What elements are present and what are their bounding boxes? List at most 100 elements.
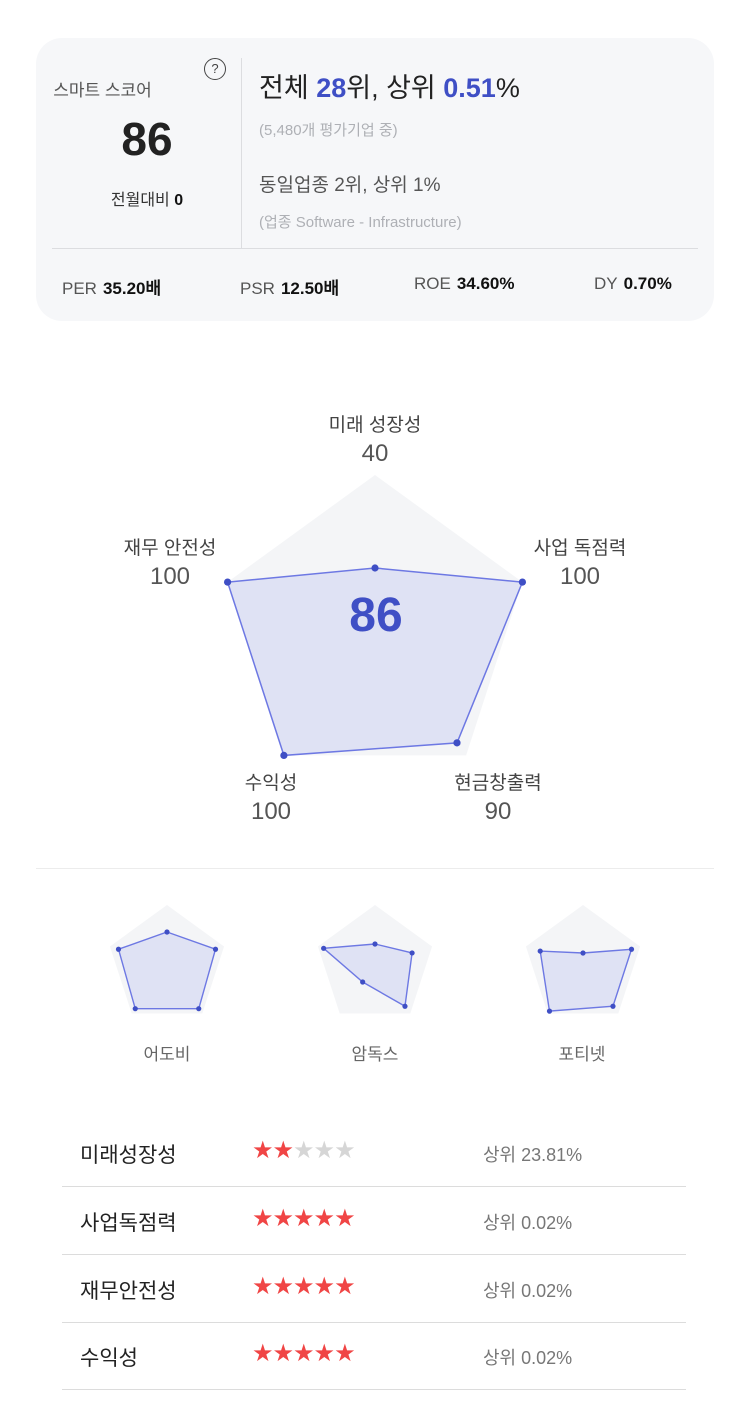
rating-row: 수익성 ★★★★★ 상위 0.02% (62, 1322, 686, 1390)
mini-radar-point (546, 1008, 553, 1014)
metric-dy: DY 0.70% (594, 274, 672, 294)
star-filled-icon: ★ (252, 1205, 273, 1232)
mini-radar-point (402, 1003, 408, 1009)
star-empty-icon: ★ (334, 1137, 355, 1164)
metric-roe: ROE 34.60% (414, 274, 515, 294)
radar-chart (223, 475, 527, 759)
metric-label: DY (594, 274, 618, 293)
mini-radar-polygon (539, 948, 633, 1012)
star-filled-icon: ★ (293, 1340, 314, 1367)
star-filled-icon: ★ (334, 1273, 355, 1300)
mini-radar-polygon (321, 943, 413, 1008)
star-filled-icon: ★ (252, 1137, 273, 1164)
radar-label-cash-generation: 현금창출력 (454, 773, 542, 794)
comparison-name[interactable]: 암독스 (351, 1045, 399, 1064)
rating-name: 재무안전성 (80, 1280, 177, 1303)
rating-row: 재무안전성 ★★★★★ 상위 0.02% (62, 1255, 686, 1323)
metric-value: 12.50배 (280, 279, 340, 298)
month-over-month: 전월대비 0 (0, 186, 294, 210)
radar-background (227, 475, 523, 756)
mini-radar-point (610, 1003, 616, 1009)
radar-data-point (518, 578, 527, 586)
metric-value: 0.70% (623, 274, 672, 293)
metric-value: 34.60% (456, 274, 515, 293)
star-filled-icon: ★ (293, 1273, 314, 1300)
mini-radar-background (317, 905, 433, 1014)
radar-label-future-growth: 미래 성장성 (328, 415, 422, 436)
star-filled-icon: ★ (272, 1205, 294, 1232)
star-filled-icon: ★ (272, 1273, 294, 1300)
smart-score-value: 86 (121, 113, 173, 165)
radar-center-score: 86 (349, 589, 403, 642)
mini-radar-point (580, 950, 586, 956)
comparison-name[interactable]: 포티넷 (558, 1045, 606, 1064)
radar-value-business-moat: 100 (559, 563, 601, 590)
mom-label: 전월대비 (110, 192, 170, 209)
rating-percentile: 상위 0.02% (483, 1281, 573, 1301)
star-rating: ★★★★★ (252, 1136, 356, 1165)
metric-label: PER (62, 279, 97, 298)
rating-percentile: 상위 0.02% (483, 1348, 573, 1368)
star-filled-icon: ★ (272, 1340, 294, 1367)
radar-label-financial-stability: 재무 안전성 (123, 538, 217, 559)
radar-value-profitability: 100 (250, 798, 292, 825)
radar-value-cash-generation: 90 (484, 798, 512, 825)
mom-value: 0 (174, 192, 184, 209)
rating-percentile: 상위 0.02% (483, 1213, 573, 1233)
rating-name: 사업독점력 (80, 1212, 177, 1235)
rating-percentile: 상위 23.81% (483, 1145, 583, 1165)
star-rating: ★★★★★ (252, 1339, 356, 1368)
card-vertical-divider (241, 58, 242, 248)
mini-radar-point (360, 979, 366, 985)
rank-subtext: (5,480개 평가기업 중) (259, 122, 398, 139)
star-filled-icon: ★ (252, 1340, 273, 1367)
metric-label: PSR (240, 279, 275, 298)
metric-value: 35.20배 (102, 279, 162, 298)
star-filled-icon: ★ (313, 1273, 335, 1300)
metric-label: ROE (414, 274, 451, 293)
mini-radar-background (525, 905, 641, 1014)
rating-row: 사업독점력 ★★★★★ 상위 0.02% (62, 1187, 686, 1255)
star-filled-icon: ★ (334, 1205, 355, 1232)
star-empty-icon: ★ (293, 1137, 314, 1164)
mini-radar-point (212, 946, 219, 952)
help-icon[interactable]: ? (204, 58, 226, 80)
radar-data-point (371, 564, 379, 572)
mini-radar-point (321, 945, 327, 951)
mini-radar-point (196, 1006, 202, 1012)
rank-prefix: 전체 (259, 73, 317, 103)
metric-per: PER 35.20배 (62, 274, 161, 299)
rank-mid: 위, 상위 (346, 73, 444, 103)
mini-radar-point (132, 1006, 138, 1012)
peer-rank: 동일업종 2위, 상위 1% (259, 175, 441, 196)
mini-radar-point (409, 950, 415, 956)
rating-name: 수익성 (80, 1347, 138, 1370)
radar-data-point (453, 739, 461, 747)
star-filled-icon: ★ (313, 1205, 335, 1232)
rank-number: 28 (316, 73, 347, 103)
mini-radar-background (109, 905, 225, 1014)
comparison-name[interactable]: 어도비 (143, 1045, 191, 1064)
radar-label-profitability: 수익성 (244, 773, 298, 794)
mini-radar-point (628, 946, 635, 952)
mini-radar-point (115, 946, 122, 952)
radar-value-financial-stability: 100 (149, 563, 191, 590)
mini-radar-polygon (117, 931, 217, 1010)
radar-value-future-growth: 40 (361, 440, 389, 467)
overall-rank: 전체 28위, 상위 0.51% (259, 66, 520, 105)
comparison-radars[interactable] (0, 0, 750, 1060)
star-filled-icon: ★ (334, 1340, 355, 1367)
metric-psr: PSR 12.50배 (240, 274, 339, 299)
star-empty-icon: ★ (313, 1137, 335, 1164)
section-divider (36, 868, 714, 869)
mini-radar-point (372, 941, 378, 947)
star-filled-icon: ★ (272, 1137, 294, 1164)
radar-data-point (280, 751, 288, 759)
radar-data-point (223, 578, 232, 586)
star-rating: ★★★★★ (252, 1204, 356, 1233)
mini-radar-point (537, 948, 543, 954)
smart-score-card (36, 38, 714, 321)
star-filled-icon: ★ (252, 1273, 273, 1300)
rating-row: 미래성장성 ★★★★★ 상위 23.81% (62, 1119, 686, 1187)
radar-label-business-moat: 사업 독점력 (533, 538, 627, 559)
